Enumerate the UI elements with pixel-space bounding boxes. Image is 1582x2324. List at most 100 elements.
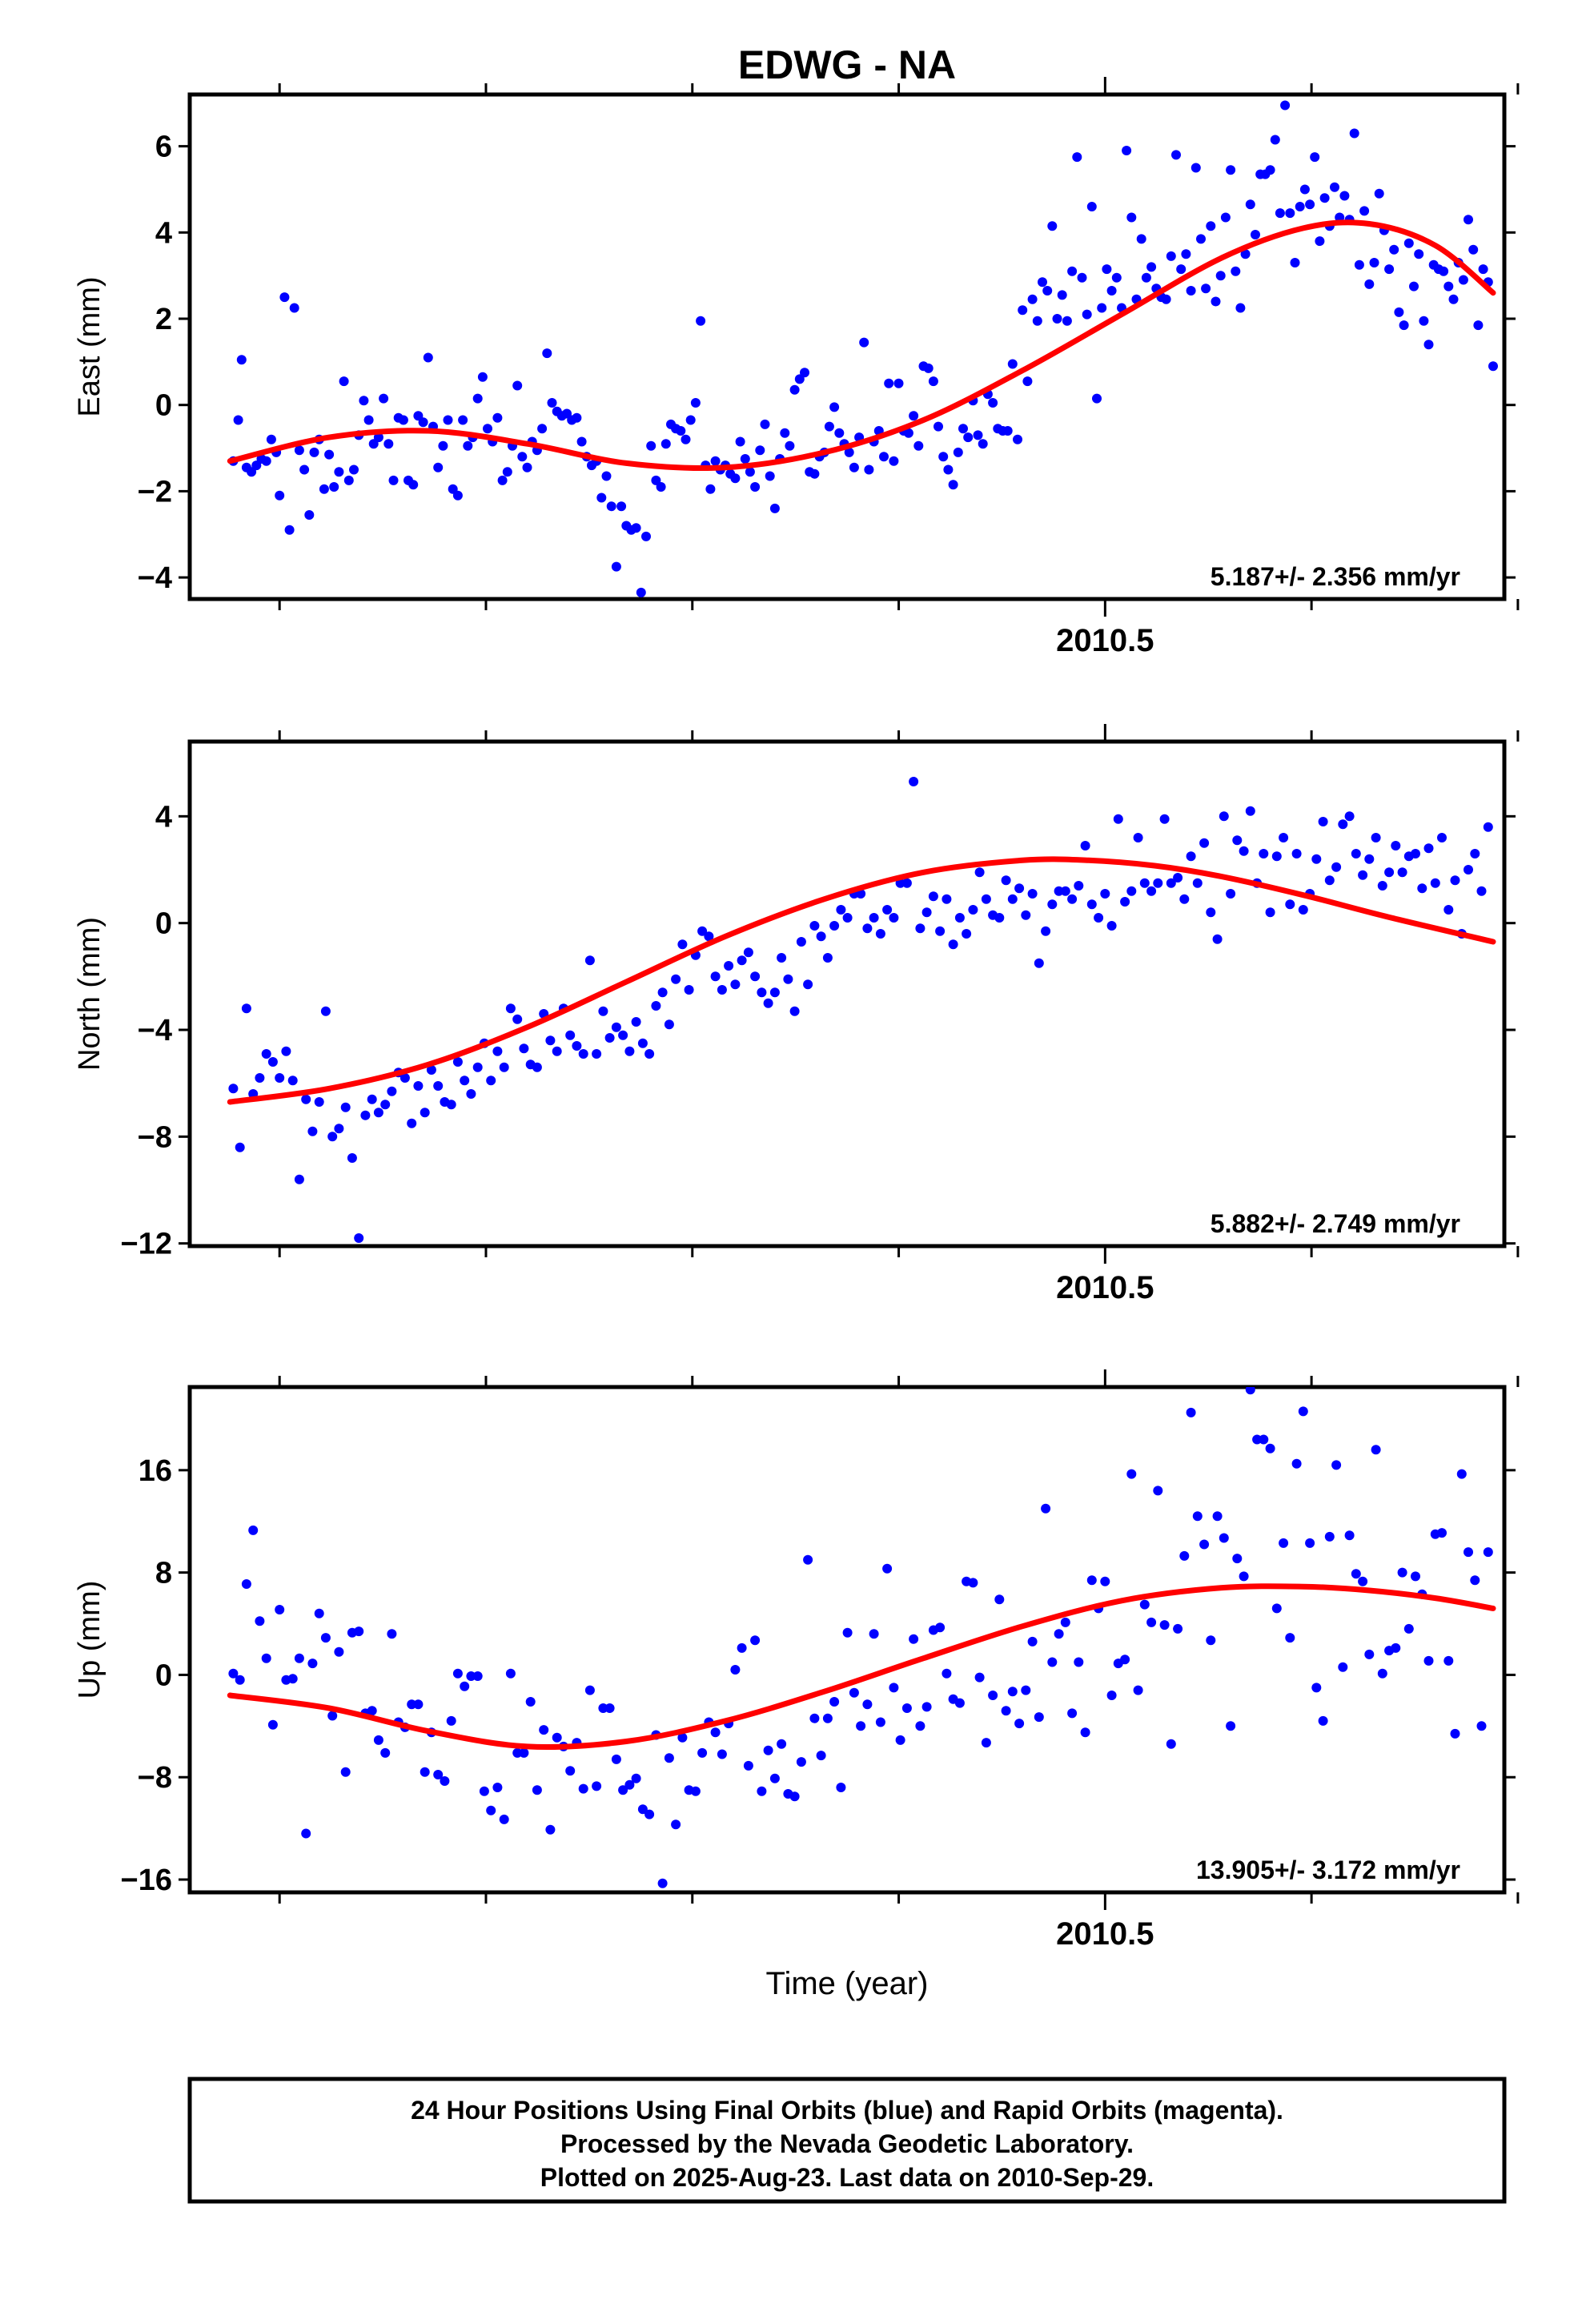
east-data-point bbox=[978, 439, 988, 449]
up-data-point bbox=[869, 1629, 879, 1639]
east-data-point bbox=[1464, 215, 1473, 225]
north-data-point bbox=[400, 1073, 410, 1083]
up-data-point bbox=[1450, 1728, 1460, 1739]
north-data-point bbox=[1106, 921, 1117, 931]
north-data-point bbox=[1086, 899, 1097, 910]
east-data-point bbox=[1057, 290, 1067, 300]
east-data-point bbox=[809, 468, 820, 479]
east-data-point bbox=[1007, 359, 1018, 369]
up-data-point bbox=[875, 1717, 885, 1727]
up-data-point bbox=[856, 1721, 866, 1731]
north-data-point bbox=[281, 1046, 291, 1056]
north-data-point bbox=[901, 878, 912, 888]
up-data-point bbox=[248, 1525, 259, 1535]
east-data-point bbox=[1270, 135, 1280, 145]
north-data-point bbox=[1199, 838, 1210, 848]
east-data-point bbox=[923, 363, 934, 373]
up-data-point bbox=[1403, 1623, 1414, 1634]
north-data-point bbox=[413, 1081, 424, 1091]
east-data-point bbox=[953, 447, 963, 457]
east-data-point bbox=[379, 393, 389, 404]
east-data-point bbox=[879, 452, 889, 462]
up-data-point bbox=[789, 1791, 800, 1802]
caption-line-2: Processed by the Nevada Geodetic Laborat… bbox=[560, 2129, 1134, 2158]
east-data-point bbox=[373, 432, 383, 443]
north-data-point bbox=[994, 913, 1005, 923]
east-data-point bbox=[740, 454, 750, 464]
north-data-point bbox=[935, 926, 946, 936]
east-data-point bbox=[349, 464, 359, 475]
up-xtick-label: 2010.5 bbox=[1056, 1916, 1154, 1952]
up-data-point bbox=[849, 1687, 859, 1698]
up-data-point bbox=[492, 1783, 503, 1792]
up-data-point bbox=[1344, 1530, 1355, 1541]
east-data-point bbox=[1290, 258, 1300, 267]
east-ytick-label: 0 bbox=[155, 389, 172, 423]
up-data-point bbox=[287, 1674, 298, 1684]
east-data-point bbox=[988, 398, 998, 408]
north-data-point bbox=[1100, 889, 1110, 899]
up-data-point bbox=[294, 1653, 304, 1663]
north-data-point bbox=[578, 1049, 588, 1059]
north-data-point bbox=[1411, 849, 1420, 858]
east-data-point bbox=[800, 368, 809, 378]
north-data-point bbox=[1067, 894, 1078, 904]
east-data-point bbox=[829, 402, 840, 412]
east-data-point bbox=[383, 439, 394, 449]
up-data-point bbox=[446, 1715, 456, 1726]
east-data-point bbox=[576, 436, 587, 447]
east-data-point bbox=[1126, 212, 1137, 223]
north-data-point bbox=[1041, 926, 1051, 936]
east-data-point bbox=[1191, 163, 1201, 173]
east-data-point bbox=[418, 417, 428, 428]
east-data-point bbox=[1220, 212, 1231, 223]
east-data-point bbox=[1027, 294, 1038, 304]
north-data-point bbox=[255, 1073, 265, 1083]
up-data-point bbox=[909, 1634, 919, 1644]
east-data-point bbox=[864, 464, 874, 475]
east-ytick-label: −4 bbox=[138, 561, 172, 595]
east-data-point bbox=[1359, 206, 1370, 216]
north-data-point bbox=[1146, 886, 1157, 896]
east-data-point bbox=[1086, 202, 1097, 211]
up-data-point bbox=[1305, 1538, 1315, 1548]
up-data-point bbox=[1199, 1539, 1210, 1550]
north-data-point bbox=[407, 1118, 417, 1128]
north-data-point bbox=[532, 1062, 542, 1072]
east-data-point bbox=[343, 475, 354, 485]
east-data-point bbox=[1166, 251, 1176, 261]
north-data-point bbox=[604, 1033, 615, 1043]
up-data-point bbox=[1159, 1620, 1170, 1630]
north-data-point bbox=[730, 979, 741, 990]
east-data-point bbox=[1354, 259, 1364, 270]
east-data-point bbox=[1038, 277, 1047, 287]
north-data-point bbox=[1094, 913, 1104, 923]
east-data-point bbox=[572, 412, 582, 423]
east-data-point bbox=[1443, 281, 1454, 292]
up-data-point bbox=[1139, 1599, 1150, 1610]
chart-title: EDWG - NA bbox=[738, 42, 956, 87]
east-data-point bbox=[1102, 264, 1112, 275]
north-data-point bbox=[664, 1019, 674, 1030]
up-data-point bbox=[301, 1828, 311, 1839]
north-data-point bbox=[1139, 878, 1150, 888]
up-data-point bbox=[1007, 1687, 1018, 1697]
north-data-point bbox=[1271, 851, 1282, 862]
north-data-point bbox=[789, 1006, 800, 1016]
north-data-point bbox=[1417, 883, 1427, 894]
up-data-point bbox=[1371, 1445, 1381, 1455]
up-data-point bbox=[241, 1579, 251, 1589]
up-data-point bbox=[261, 1653, 271, 1663]
east-data-point bbox=[1013, 434, 1022, 444]
east-data-point bbox=[1245, 199, 1255, 210]
north-data-point bbox=[307, 1126, 318, 1136]
north-data-point bbox=[1265, 907, 1275, 918]
north-data-point bbox=[1338, 819, 1348, 830]
up-data-point bbox=[320, 1633, 331, 1643]
up-data-point bbox=[512, 1747, 523, 1758]
north-data-point bbox=[842, 913, 853, 923]
north-data-point bbox=[862, 923, 873, 934]
north-data-point bbox=[452, 1057, 463, 1067]
up-data-point bbox=[1279, 1538, 1289, 1548]
north-data-point bbox=[889, 913, 899, 923]
